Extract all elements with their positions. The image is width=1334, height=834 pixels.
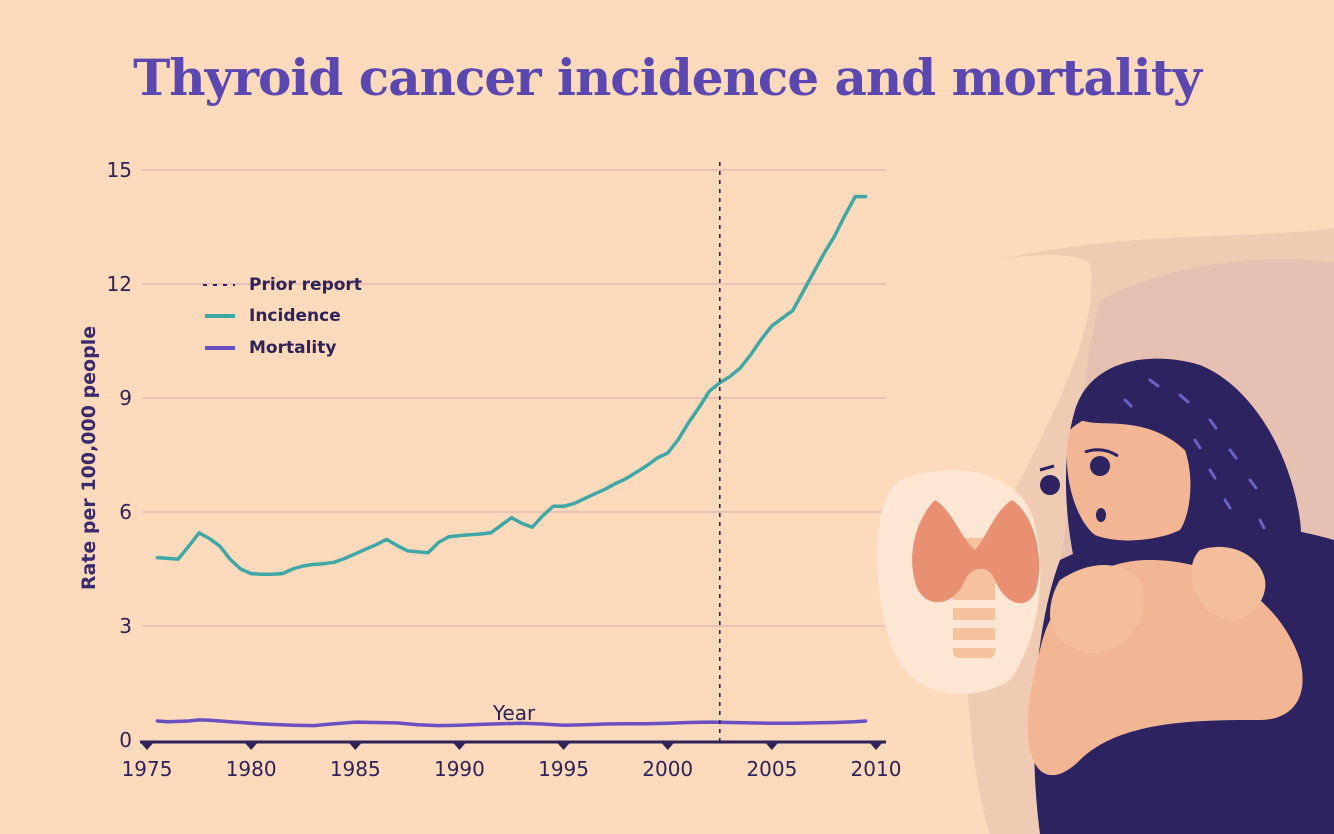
x-tick-label-2005: 2005 (746, 757, 797, 781)
y-tick-label-9: 9 (119, 386, 132, 410)
series-lines (155, 162, 868, 742)
x-tick-1985 (348, 742, 363, 750)
gridlines (142, 169, 886, 627)
legend-label-mortality: Mortality (249, 338, 336, 358)
eye (1090, 456, 1110, 476)
hair-fringe (1080, 390, 1210, 480)
y-axis-ticks: 0 3 6 9 12 15 (107, 158, 132, 752)
y-tick-label-12: 12 (107, 272, 132, 296)
x-tick-label-2000: 2000 (642, 757, 693, 781)
legend-label-incidence: Incidence (249, 306, 341, 326)
x-tick-2000 (660, 742, 675, 750)
face (1066, 412, 1191, 541)
x-tick-1990 (452, 742, 467, 750)
x-axis-label: Year (492, 701, 536, 725)
hair-texture (1123, 378, 1266, 530)
x-tick-label-1995: 1995 (538, 757, 589, 781)
y-tick-label-3: 3 (119, 614, 132, 638)
woman-holding-throat-illustration (877, 228, 1334, 834)
legend-item-mortality: Mortality (205, 338, 336, 358)
series-line-incidence (155, 194, 868, 577)
chart-title: Thyroid cancer incidence and mortality (133, 48, 1202, 107)
thyroid-gland-icon (912, 500, 1040, 658)
hand (1050, 565, 1144, 653)
y-tick-label-0: 0 (119, 728, 132, 752)
legend: Prior report Incidence Mortality (203, 275, 362, 358)
legend-item-incidence: Incidence (205, 306, 341, 326)
x-tick-label-1975: 1975 (122, 757, 173, 781)
x-tick-label-1990: 1990 (434, 757, 485, 781)
x-tick-1995 (556, 742, 571, 750)
worry-line (1039, 464, 1055, 472)
y-tick-label-6: 6 (119, 500, 132, 524)
x-tick-label-1985: 1985 (330, 757, 381, 781)
y-tick-label-15: 15 (107, 158, 132, 182)
x-tick-2005 (764, 742, 779, 750)
x-tick-1980 (244, 742, 259, 750)
legend-label-prior-report: Prior report (249, 275, 362, 295)
mouth (1096, 508, 1106, 522)
series-line-mortality (155, 718, 868, 728)
x-tick-label-1980: 1980 (226, 757, 277, 781)
x-tick-label-2010: 2010 (851, 757, 902, 781)
eyebrow (1084, 448, 1119, 458)
x-tick-1975 (140, 742, 154, 750)
legend-item-prior-report: Prior report (203, 275, 362, 295)
worry-mark (1040, 475, 1060, 495)
line-chart: 0 3 6 9 12 15 1975 1980 1985 1990 1995 2000 2005 201… (107, 158, 902, 781)
x-tick-2010 (869, 742, 883, 750)
hand-right (1191, 546, 1266, 620)
x-axis: 1975 1980 1985 1990 1995 2000 2005 2010 (122, 740, 902, 781)
